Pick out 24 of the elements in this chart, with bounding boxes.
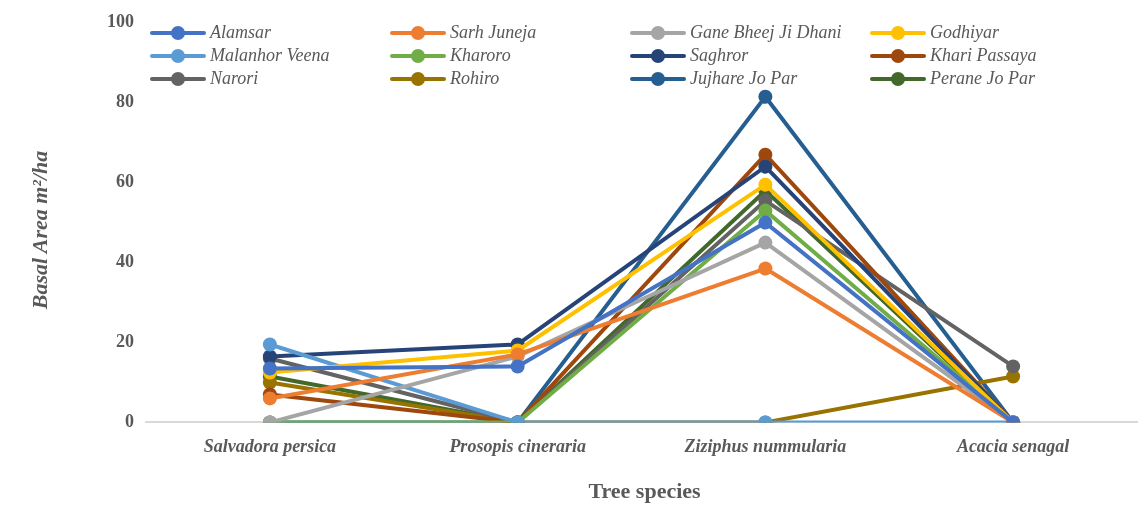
legend-label: Godhiyar	[930, 22, 999, 43]
y-tick-label: 80	[116, 91, 134, 112]
x-tick-label: Salvadora persica	[203, 435, 337, 456]
y-tick-label: 0	[125, 411, 134, 432]
legend-label: Perane Jo Par	[930, 68, 1035, 89]
legend-label: Alamsar	[210, 22, 272, 43]
legend-label: Sarh Juneja	[450, 22, 537, 43]
legend-label: Malanhor Veena	[210, 45, 330, 66]
x-tick-label: Ziziphus nummularia	[683, 435, 847, 456]
y-axis-title: Basal Area m²/ha	[27, 150, 53, 310]
y-tick-label: 40	[116, 251, 134, 272]
legend-label: Kharoro	[450, 45, 511, 66]
y-tick-label: 60	[116, 171, 134, 192]
legend-label: Gane Bheej Ji Dhani	[690, 22, 842, 43]
legend-label: Khari Passaya	[930, 45, 1037, 66]
legend-label: Narori	[210, 68, 259, 89]
y-tick-label: 20	[116, 331, 134, 352]
x-tick-label: Acacia senagal	[955, 435, 1070, 456]
legend-label: Saghror	[690, 45, 749, 66]
x-axis-title: Tree species	[587, 478, 702, 504]
x-tick-label: Prosopis cineraria	[448, 435, 586, 456]
legend-label: Rohiro	[450, 68, 500, 89]
y-tick-label: 100	[107, 11, 134, 32]
legend-label: Jujhare Jo Par	[690, 68, 798, 89]
